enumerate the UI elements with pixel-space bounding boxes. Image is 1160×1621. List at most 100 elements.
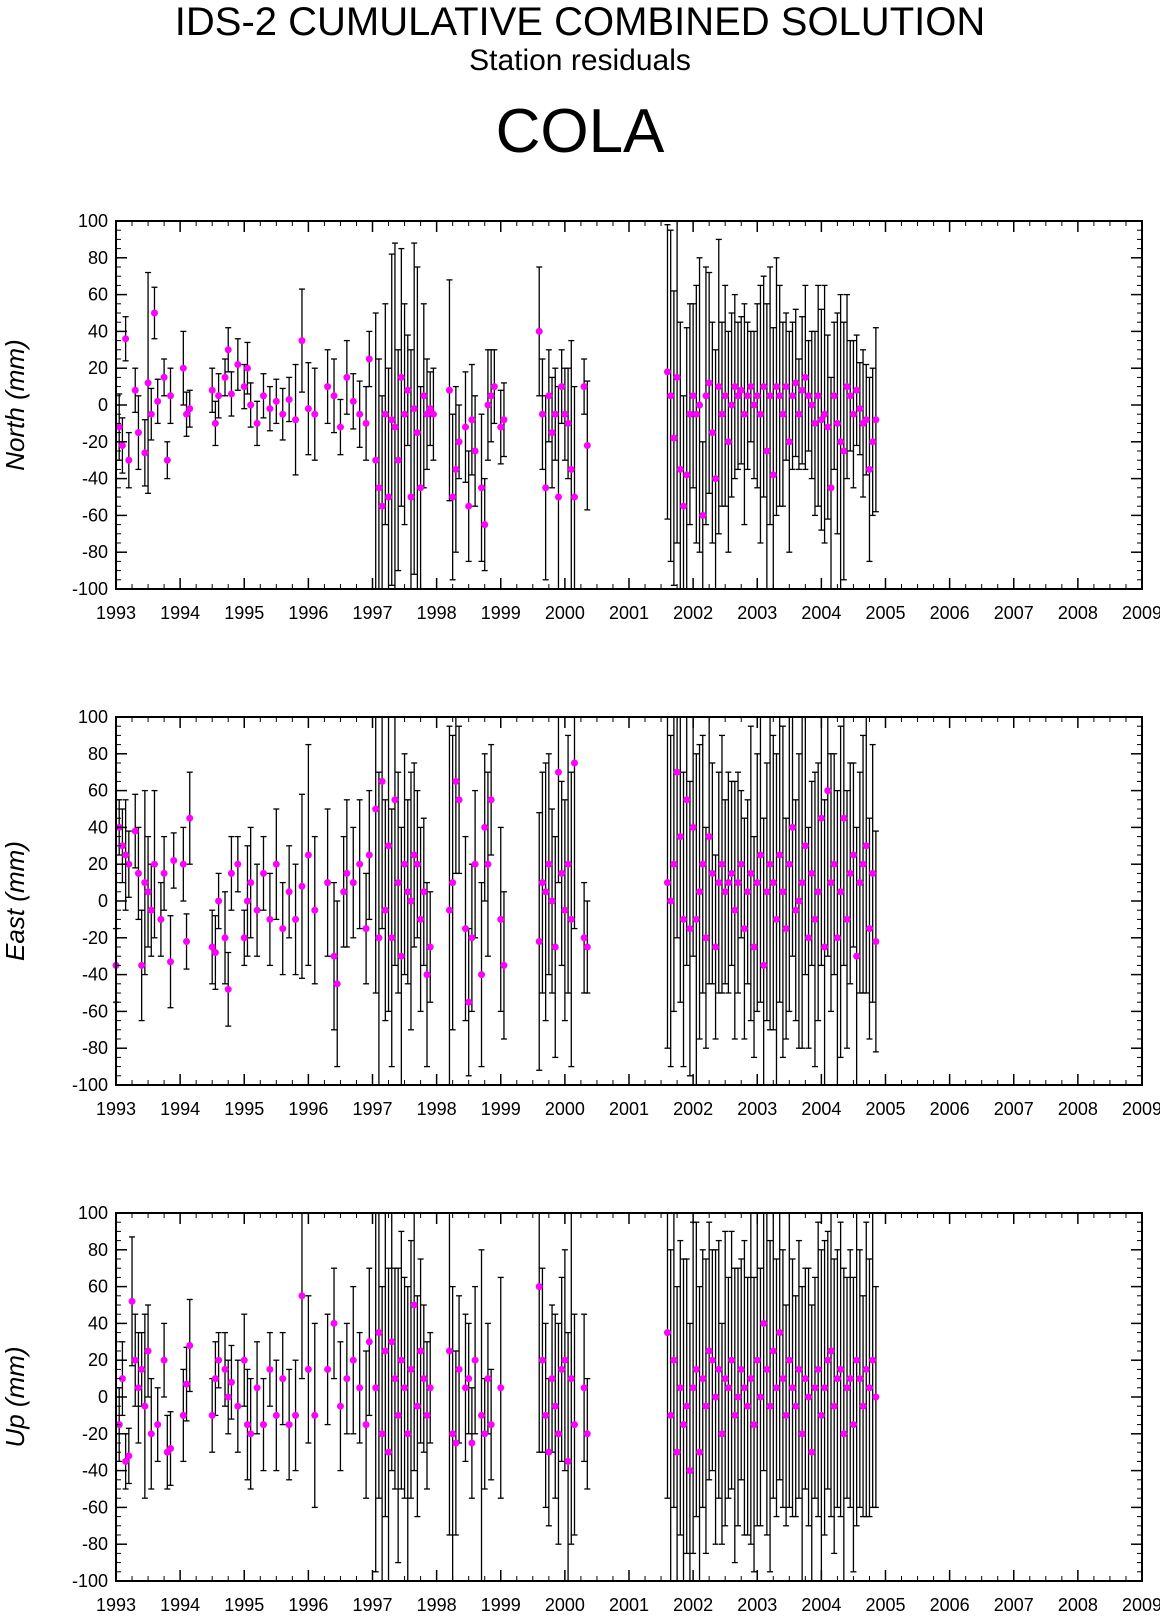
data-point (538, 879, 546, 887)
data-point (343, 869, 351, 877)
x-tick-label: 1996 (288, 1099, 328, 1119)
data-point (375, 934, 383, 942)
y-tick-label: 0 (98, 1387, 108, 1407)
data-point (167, 392, 175, 400)
station-name: COLA (495, 97, 665, 166)
data-point (865, 465, 873, 473)
data-point (211, 1375, 219, 1383)
data-point (455, 1365, 463, 1373)
data-point (689, 392, 697, 400)
data-point (266, 1365, 274, 1373)
data-point (554, 1430, 562, 1438)
data-point (452, 777, 460, 785)
data-point (167, 958, 175, 966)
x-tick-label: 2002 (673, 1099, 713, 1119)
data-point (336, 1402, 344, 1410)
data-point (134, 429, 142, 437)
data-point (500, 961, 508, 969)
x-tick-label: 2007 (994, 603, 1034, 623)
data-point (449, 1430, 457, 1438)
data-point (372, 805, 380, 813)
data-point (365, 355, 373, 363)
data-point (401, 1384, 409, 1392)
chart-subtitle: Station residuals (469, 44, 691, 77)
x-tick-label: 2006 (930, 1595, 970, 1615)
data-point (750, 401, 758, 409)
data-point (378, 502, 386, 510)
x-tick-label: 2002 (673, 603, 713, 623)
data-point (147, 410, 155, 418)
data-point (570, 493, 578, 501)
data-point (724, 879, 732, 887)
data-point (292, 915, 300, 923)
data-point (814, 888, 822, 896)
data-point (737, 386, 745, 394)
data-point (817, 814, 825, 822)
data-point (160, 373, 168, 381)
data-point (737, 1365, 745, 1373)
data-point (792, 1402, 800, 1410)
data-point (567, 915, 575, 923)
data-point (240, 1356, 248, 1364)
data-point (840, 814, 848, 822)
data-point (186, 1341, 194, 1349)
data-point (186, 405, 194, 413)
data-point (330, 952, 338, 960)
data-point (461, 925, 469, 933)
data-point (141, 1402, 149, 1410)
data-point (760, 383, 768, 391)
data-point (756, 1393, 764, 1401)
data-point (538, 1356, 546, 1364)
data-point (304, 851, 312, 859)
data-point (570, 759, 578, 767)
data-point (138, 961, 146, 969)
y-axis-label: East (mm) (0, 841, 30, 961)
y-tick-label: 80 (88, 248, 108, 268)
x-tick-label: 2001 (609, 603, 649, 623)
data-point (391, 1375, 399, 1383)
x-tick-label: 1994 (160, 603, 200, 623)
data-point (721, 392, 729, 400)
data-point (763, 888, 771, 896)
data-point (279, 925, 287, 933)
data-point (487, 392, 495, 400)
data-point (429, 410, 437, 418)
data-point (821, 1384, 829, 1392)
data-point (365, 1338, 373, 1346)
data-point (692, 915, 700, 923)
data-point (750, 1421, 758, 1429)
data-point (801, 373, 809, 381)
data-point (134, 1384, 142, 1392)
data-point (769, 879, 777, 887)
data-point (570, 1421, 578, 1429)
x-tick-label: 2005 (865, 1099, 905, 1119)
data-point (811, 419, 819, 427)
data-point (410, 851, 418, 859)
data-point (125, 456, 133, 464)
x-tick-label: 1993 (96, 1099, 136, 1119)
data-point (465, 998, 473, 1006)
data-point (721, 1375, 729, 1383)
data-point (830, 1402, 838, 1410)
data-point (830, 860, 838, 868)
x-tick-label: 1999 (481, 1595, 521, 1615)
x-tick-label: 1995 (224, 603, 264, 623)
y-tick-label: -60 (82, 505, 108, 525)
data-point (410, 1301, 418, 1309)
data-point (150, 309, 158, 317)
data-point (378, 777, 386, 785)
y-tick-label: 40 (88, 817, 108, 837)
data-point (484, 1375, 492, 1383)
y-tick-label: -60 (82, 1497, 108, 1517)
data-point (183, 937, 191, 945)
data-point (712, 1393, 720, 1401)
data-point (708, 1356, 716, 1364)
x-tick-label: 2004 (801, 1595, 841, 1615)
y-tick-label: 0 (98, 891, 108, 911)
data-point (417, 1347, 425, 1355)
data-point (744, 1402, 752, 1410)
data-point (394, 1411, 402, 1419)
data-point (731, 906, 739, 914)
data-point (500, 416, 508, 424)
y-tick-label: 40 (88, 1313, 108, 1333)
